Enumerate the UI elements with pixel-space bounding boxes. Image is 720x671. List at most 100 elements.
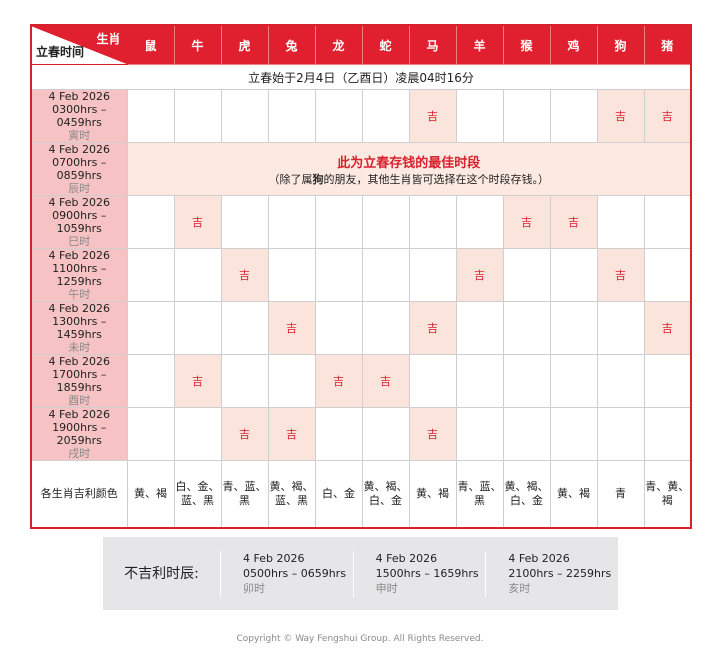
empty-cell — [596, 301, 645, 355]
auspicious-cell: 吉 — [267, 407, 316, 461]
lucky-color-cell: 黄、褐、白、金 — [502, 460, 551, 529]
intro-text: 立春始于2月4日（乙酉日）凌晨04时16分 — [30, 64, 692, 90]
empty-cell — [596, 195, 645, 249]
auspicious-cell: 吉 — [643, 89, 692, 143]
slot-date: 4 Feb 2026 — [48, 408, 110, 421]
auspicious-cell: 吉 — [596, 89, 645, 143]
time-slot-label: 4 Feb 2026 1300hrs – 1459hrs 未时 — [30, 301, 128, 355]
empty-cell — [549, 301, 598, 355]
slot-date: 4 Feb 2026 — [48, 249, 110, 262]
unlucky-slot: 4 Feb 2026 0500hrs – 0659hrs 卯时 — [221, 550, 354, 597]
zodiac-header-3: 兔 — [267, 24, 316, 65]
lucky-color-cell: 黄、褐、白、金 — [361, 460, 410, 529]
auspicious-cell: 吉 — [408, 89, 457, 143]
zodiac-header-9: 鸡 — [549, 24, 598, 65]
slot-date: 4 Feb 2026 — [508, 551, 570, 565]
slot-branch: 午时 — [68, 288, 91, 301]
time-row: 4 Feb 2026 0700hrs – 0859hrs 辰时 此为立春存钱的最佳时段… — [30, 142, 692, 196]
lucky-color-cell: 黄、褐 — [549, 460, 598, 529]
zodiac-timing-table: 生肖 立春时间 鼠牛虎兔龙蛇马羊猴鸡狗猪 立春始于2月4日（乙酉日）凌晨04时1… — [30, 24, 692, 529]
lucky-color-cell: 白、金、蓝、黑 — [173, 460, 222, 529]
auspicious-cell: 吉 — [408, 301, 457, 355]
auspicious-cell: 吉 — [267, 301, 316, 355]
empty-cell — [220, 354, 269, 408]
unlucky-hours-panel: 不吉利时辰: 4 Feb 2026 0500hrs – 0659hrs 卯时 4 F… — [103, 537, 618, 610]
empty-cell — [502, 89, 551, 143]
auspicious-cell: 吉 — [361, 354, 410, 408]
unlucky-label: 不吉利时辰: — [103, 550, 221, 597]
slot-branch: 申时 — [375, 581, 398, 595]
empty-cell — [267, 195, 316, 249]
empty-cell — [549, 407, 598, 461]
note-post: 的朋友，其他生肖皆可选择在这个时段存钱。） — [323, 172, 550, 186]
unlucky-slot: 4 Feb 2026 1500hrs – 1659hrs 申时 — [354, 550, 487, 597]
empty-cell — [455, 195, 504, 249]
zodiac-header-1: 牛 — [173, 24, 222, 65]
auspicious-cell: 吉 — [549, 195, 598, 249]
slot-date: 4 Feb 2026 — [48, 196, 110, 209]
time-slot-label: 4 Feb 2026 1900hrs – 2059hrs 戌时 — [30, 407, 128, 461]
auspicious-cell: 吉 — [643, 301, 692, 355]
slot-branch: 亥时 — [508, 581, 531, 595]
time-row: 4 Feb 2026 1700hrs – 1859hrs 酉时吉吉吉 — [30, 354, 692, 408]
empty-cell — [502, 301, 551, 355]
slot-time: 1900hrs – 2059hrs — [52, 421, 107, 447]
lucky-color-cell: 黄、褐 — [408, 460, 457, 529]
time-slot-label: 4 Feb 2026 0900hrs – 1059hrs 巳时 — [30, 195, 128, 249]
slot-date: 4 Feb 2026 — [48, 355, 110, 368]
empty-cell — [220, 89, 269, 143]
slot-date: 4 Feb 2026 — [48, 90, 110, 103]
empty-cell — [126, 301, 175, 355]
zodiac-header-5: 蛇 — [361, 24, 410, 65]
auspicious-cell: 吉 — [314, 354, 363, 408]
slot-date: 4 Feb 2026 — [375, 551, 438, 565]
auspicious-cell: 吉 — [173, 195, 222, 249]
slot-date: 4 Feb 2026 — [48, 143, 110, 156]
time-slot-label: 4 Feb 2026 0300hrs – 0459hrs 寅时 — [30, 89, 128, 143]
slot-branch: 酉时 — [68, 394, 91, 407]
empty-cell — [643, 195, 692, 249]
slot-time: 0300hrs – 0459hrs — [52, 103, 107, 129]
empty-cell — [361, 89, 410, 143]
zodiac-header-0: 鼠 — [126, 24, 175, 65]
slot-branch: 未时 — [68, 341, 91, 354]
zodiac-header-4: 龙 — [314, 24, 363, 65]
zodiac-header-10: 狗 — [596, 24, 645, 65]
diagonal-divider — [32, 26, 128, 64]
time-row: 4 Feb 2026 0900hrs – 1059hrs 巳时吉吉吉 — [30, 195, 692, 249]
auspicious-cell: 吉 — [596, 248, 645, 302]
auspicious-cell: 吉 — [220, 407, 269, 461]
empty-cell — [596, 407, 645, 461]
empty-cell — [408, 354, 457, 408]
lucky-color-cell: 黄、褐 — [126, 460, 175, 529]
note-pre: （除了属 — [268, 172, 313, 186]
slot-date: 4 Feb 2026 — [243, 551, 305, 565]
time-slot-label: 4 Feb 2026 1700hrs – 1859hrs 酉时 — [30, 354, 128, 408]
empty-cell — [126, 248, 175, 302]
time-row: 4 Feb 2026 1100hrs – 1259hrs 午时 吉 吉 吉 — [30, 248, 692, 302]
slot-time: 0900hrs – 1059hrs — [52, 209, 107, 235]
empty-cell — [502, 248, 551, 302]
note-bold: 狗 — [312, 172, 324, 186]
time-slot-label: 4 Feb 2026 0700hrs – 0859hrs 辰时 — [30, 142, 128, 196]
auspicious-cell: 吉 — [173, 354, 222, 408]
slot-time: 1500hrs – 1659hrs — [375, 566, 479, 580]
lucky-colors-label: 各生肖吉利颜色 — [30, 460, 128, 529]
empty-cell — [455, 301, 504, 355]
slot-time: 2100hrs – 2259hrs — [508, 566, 612, 580]
empty-cell — [173, 301, 222, 355]
empty-cell — [314, 407, 363, 461]
slot-time: 1100hrs – 1259hrs — [52, 262, 107, 288]
copyright: Copyright © Way Fengshui Group. All Righ… — [236, 634, 484, 644]
empty-cell — [126, 354, 175, 408]
empty-cell — [173, 89, 222, 143]
empty-cell — [267, 89, 316, 143]
empty-cell — [126, 195, 175, 249]
best-time-detail: （除了属狗的朋友，其他生肖皆可选择在这个时段存钱。） — [128, 171, 691, 187]
empty-cell — [596, 354, 645, 408]
empty-cell — [361, 248, 410, 302]
empty-cell — [267, 354, 316, 408]
slot-date: 4 Feb 2026 — [48, 302, 110, 315]
auspicious-cell: 吉 — [502, 195, 551, 249]
empty-cell — [549, 354, 598, 408]
